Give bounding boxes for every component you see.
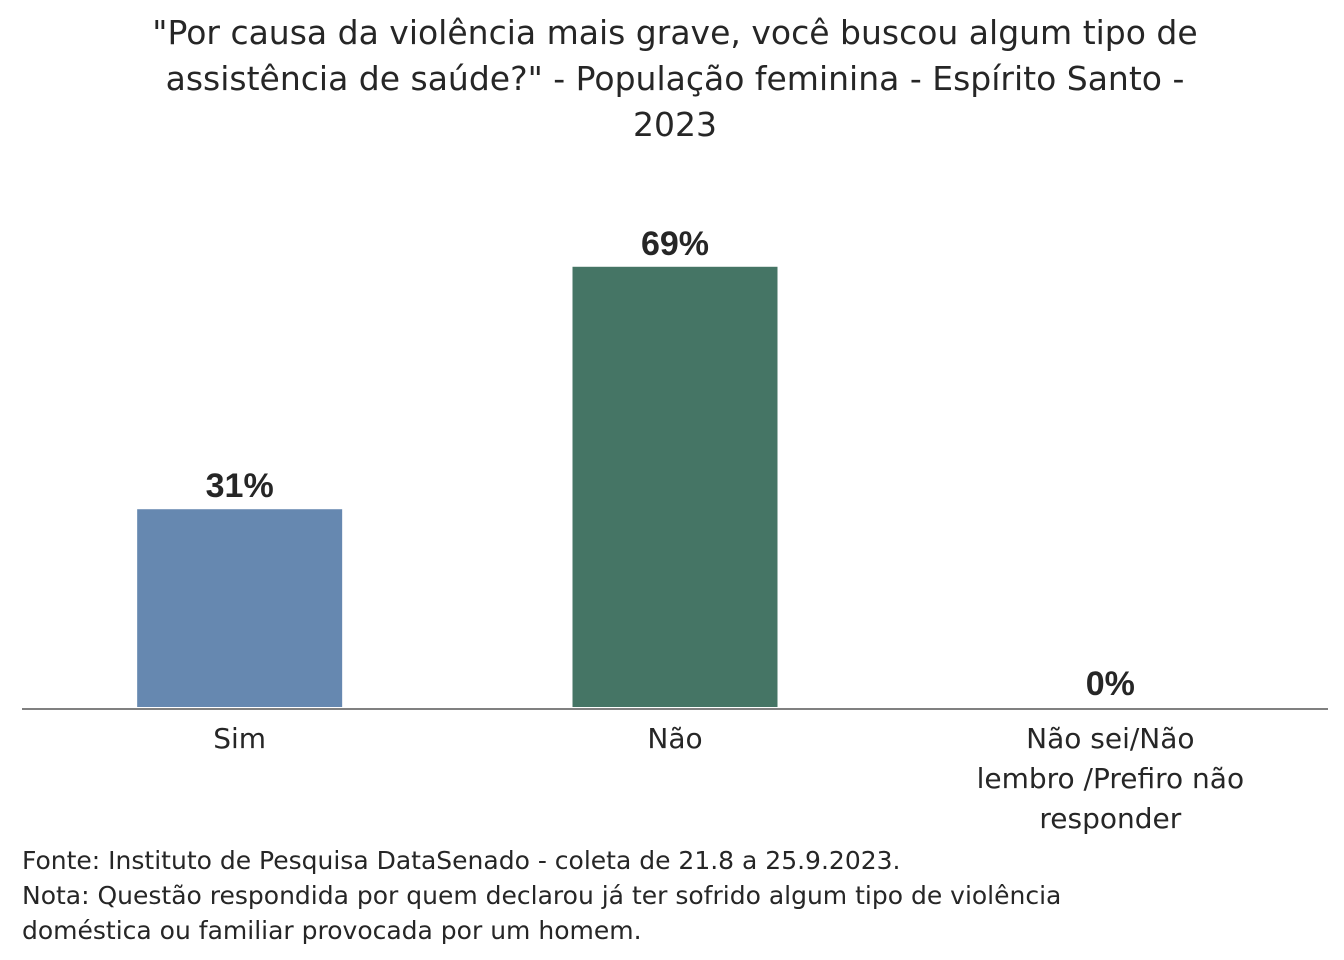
footnote-line-2: doméstica ou familiar provocada por um h… xyxy=(22,916,642,945)
category-label-3-line-3: responder xyxy=(1039,802,1181,835)
category-labels-layer: Sim Não Não sei/Não lembro /Prefiro não resp… xyxy=(213,722,1244,835)
category-label-3-line-1: Não sei/Não xyxy=(1026,722,1194,755)
bar-2 xyxy=(572,266,778,707)
bar-value-label-1: 31% xyxy=(206,467,274,505)
category-label-2: Não xyxy=(647,722,702,755)
category-label-1: Sim xyxy=(213,722,266,755)
chart-title: "Por causa da violência mais grave, você… xyxy=(152,13,1198,144)
bar-value-label-3: 0% xyxy=(1086,665,1135,703)
bars-layer xyxy=(137,266,778,707)
bar-1 xyxy=(137,509,343,707)
chart-footer: Fonte: Instituto de Pesquisa DataSenado … xyxy=(22,843,1322,948)
category-label-3-line-2: lembro /Prefiro não xyxy=(977,762,1245,795)
source-note: Fonte: Instituto de Pesquisa DataSenado … xyxy=(22,846,901,875)
bar-value-label-2: 69% xyxy=(641,225,709,263)
footnote-line-1: Nota: Questão respondida por quem declar… xyxy=(22,881,1062,910)
value-labels-layer: 31% 69% 0% xyxy=(206,225,1135,703)
